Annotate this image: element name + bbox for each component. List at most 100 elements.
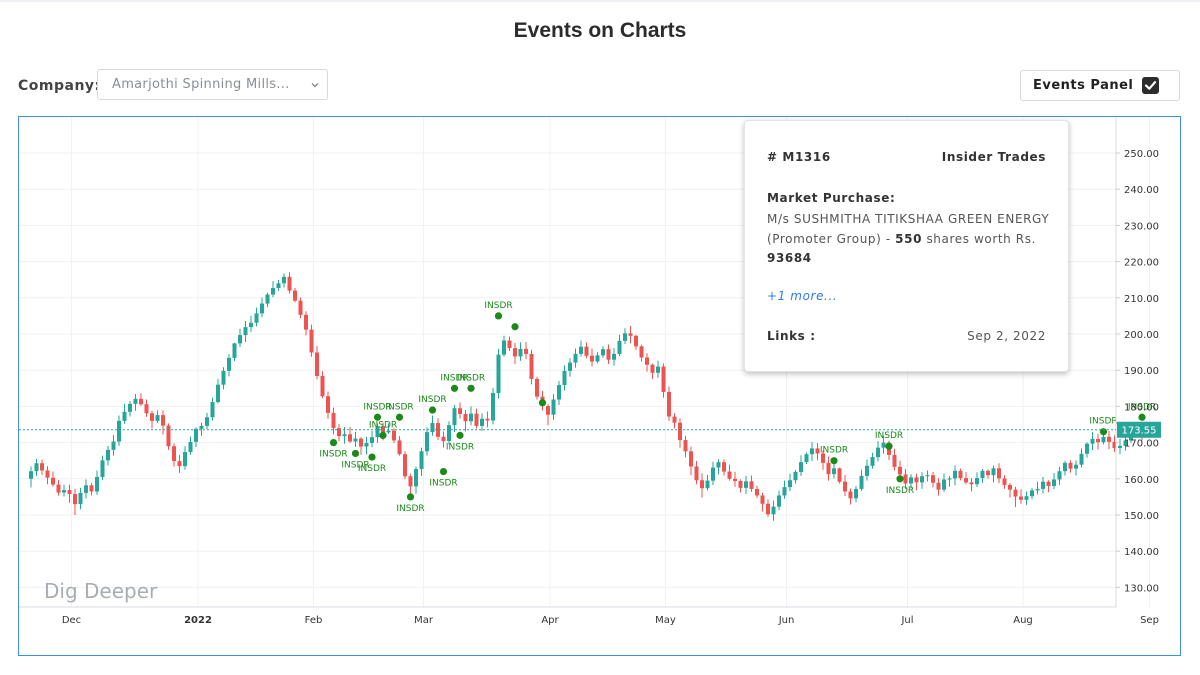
candle (331, 407, 336, 435)
candle (777, 490, 781, 511)
candle-body (755, 488, 759, 496)
candle-body (370, 437, 374, 443)
links-label: Links : (767, 329, 816, 343)
candle-body (628, 333, 633, 336)
candle (436, 418, 440, 441)
candle (804, 452, 809, 464)
event-dot[interactable] (538, 399, 547, 407)
insider-event-marker[interactable]: INSDR (358, 453, 386, 474)
event-dot[interactable] (368, 453, 376, 461)
candle-body (821, 453, 825, 463)
events-panel-checkbox[interactable] (1142, 77, 1159, 94)
insider-event-marker[interactable] (511, 323, 519, 331)
candle (452, 404, 457, 433)
candle (480, 413, 484, 432)
candle (111, 434, 116, 456)
insider-event-marker[interactable]: INSDR (457, 373, 485, 392)
event-label: INSDR (886, 486, 914, 496)
company-select[interactable]: Amarjothi Spinning Mills... (97, 69, 328, 100)
event-dot[interactable] (439, 467, 448, 476)
event-dot[interactable] (1138, 413, 1146, 421)
event-dot[interactable] (1099, 428, 1108, 436)
event-dot[interactable] (351, 449, 360, 458)
candle-body (584, 346, 589, 356)
event-date: Sep 2, 2022 (967, 329, 1046, 343)
insider-event-marker[interactable]: INSDR (319, 439, 348, 460)
insider-event-marker[interactable]: INSDR (886, 475, 914, 496)
event-dot[interactable] (395, 413, 404, 421)
candle (991, 465, 996, 483)
candle (694, 461, 699, 485)
event-dot[interactable] (428, 406, 437, 414)
insider-event-marker[interactable]: INSDR (429, 467, 458, 489)
insider-event-marker[interactable]: INSDR (363, 402, 392, 421)
insider-event-marker[interactable]: INSDR (1128, 402, 1156, 421)
candle (612, 348, 616, 366)
event-dot[interactable] (450, 384, 459, 392)
candle-body (287, 276, 292, 291)
x-axis: Dec 2022 Feb Mar Apr May Jun Jul Aug Sep (62, 615, 1159, 626)
watermark: Dig Deeper (44, 579, 158, 603)
candle (78, 487, 83, 510)
candle (997, 463, 1001, 484)
candle (485, 411, 490, 428)
checkmark-icon (1144, 81, 1157, 90)
insider-event-marker[interactable]: INSDR (418, 395, 447, 414)
insider-event-marker[interactable]: INSDR (396, 493, 425, 514)
candle-body (777, 495, 781, 507)
candle (551, 394, 556, 420)
event-dot[interactable] (494, 312, 503, 320)
candle (617, 334, 622, 357)
candle-body (232, 343, 237, 358)
insider-event-marker[interactable]: INSDR (385, 402, 414, 421)
insider-event-marker[interactable]: INSDR (446, 431, 474, 453)
more-events-link[interactable]: +1 more... (767, 289, 838, 303)
candle-body (45, 470, 50, 478)
candle-body (1030, 490, 1034, 497)
event-dot[interactable] (896, 475, 904, 483)
insider-event-marker[interactable]: INSDR (484, 301, 513, 320)
event-dot[interactable] (456, 431, 464, 439)
candle-body (348, 434, 352, 442)
candle (788, 473, 792, 492)
candle-body (617, 340, 622, 354)
candle (733, 471, 737, 487)
candle (859, 469, 864, 491)
candle-body (166, 425, 171, 447)
event-dot[interactable] (373, 413, 382, 421)
candle (243, 320, 248, 342)
candle (502, 335, 506, 357)
event-dot[interactable] (467, 384, 475, 392)
candle-body (1035, 488, 1040, 491)
event-dot[interactable] (406, 493, 415, 501)
candle-body (716, 462, 721, 468)
events-panel-toggle[interactable]: Events Panel (1020, 70, 1180, 101)
candle-body (1101, 436, 1106, 443)
candle-body (1096, 438, 1100, 443)
candle (568, 358, 572, 377)
insider-event-marker[interactable]: INSDR (440, 373, 469, 392)
candle (749, 475, 754, 492)
insider-event-marker[interactable]: INSDR (820, 446, 848, 465)
x-tick-label: Aug (1013, 615, 1033, 626)
insider-event-marker[interactable]: INSDR (341, 449, 370, 471)
candle-body (612, 353, 616, 360)
insider-event-marker[interactable]: INSDR (1089, 417, 1118, 436)
candle-body (210, 402, 215, 418)
event-dot[interactable] (329, 439, 338, 447)
event-dot[interactable] (511, 323, 519, 331)
candle-body (40, 463, 44, 471)
event-dot[interactable] (830, 457, 838, 465)
candle-body (216, 384, 220, 403)
candle (546, 404, 550, 426)
event-label: INSDR (363, 402, 391, 412)
candle (903, 469, 908, 489)
candle (1074, 460, 1078, 476)
insider-event-marker[interactable] (538, 399, 547, 407)
insider-event-marker[interactable]: INSDR (369, 420, 397, 439)
candle-body (639, 346, 644, 358)
event-dot[interactable] (379, 431, 387, 439)
candle-body (870, 457, 875, 466)
insider-event-marker[interactable]: INSDR (875, 431, 903, 450)
event-dot[interactable] (885, 442, 893, 450)
